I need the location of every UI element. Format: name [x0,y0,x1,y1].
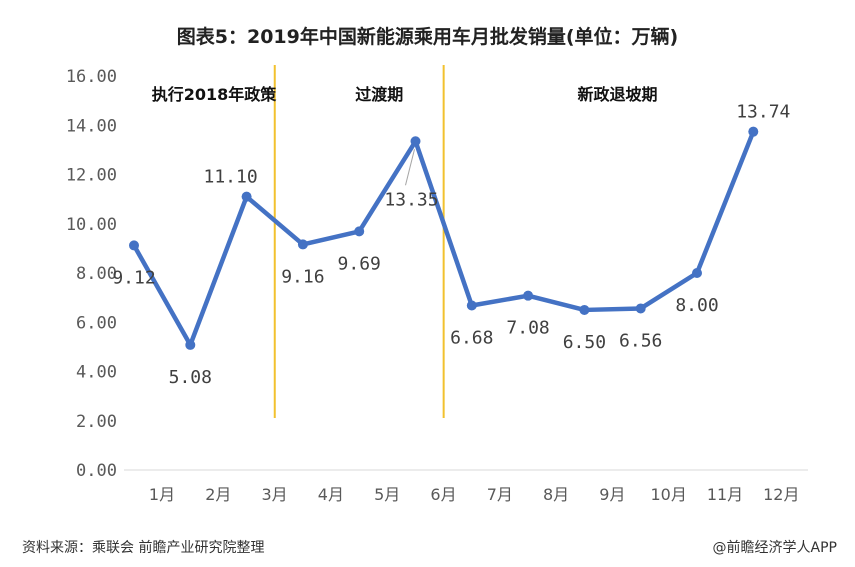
phase-label: 执行2018年政策 [152,85,278,104]
data-point [354,226,365,237]
x-tick-label: 3月 [262,485,288,504]
x-tick-label: 10月 [651,485,687,504]
data-point [410,136,421,147]
y-tick-label: 4.00 [76,363,117,383]
x-tick-label: 12月 [763,485,799,504]
data-label: 9.16 [281,266,324,287]
source-note: 资料来源：乘联会 前瞻产业研究院整理 [22,540,265,556]
y-tick-label: 6.00 [76,313,117,333]
y-tick-label: 2.00 [76,412,117,432]
x-tick-label: 2月 [205,485,231,504]
data-point [185,339,196,350]
y-tick-label: 8.00 [76,264,117,284]
data-point [466,300,477,311]
data-point [635,303,646,314]
label-leader-line [405,149,415,186]
data-label: 6.56 [619,330,662,351]
credit-note: @前瞻经济学人APP [712,540,837,556]
y-tick-label: 12.00 [66,166,117,186]
data-label: 8.00 [675,295,718,316]
data-label: 7.08 [506,318,549,339]
data-label: 6.68 [450,328,493,349]
data-point [748,126,759,137]
x-tick-label: 1月 [149,485,175,504]
data-label: 11.10 [204,167,258,188]
data-label: 9.12 [112,267,155,288]
x-tick-label: 9月 [599,485,625,504]
data-point [692,268,702,278]
x-tick-label: 8月 [543,485,569,504]
series-line [131,129,756,348]
data-label: 6.50 [563,332,606,353]
data-point [241,191,252,202]
phase-label: 过渡期 [355,85,403,104]
data-label: 13.35 [384,189,438,210]
data-label: 5.08 [169,367,212,388]
line-chart: 0.00 2.00 4.00 6.00 8.00 10.00 12.00 14.00 16.00… [66,65,808,504]
x-tick-label: 4月 [318,485,344,504]
y-tick-label: 0.00 [76,461,117,481]
data-point [523,290,534,301]
y-tick-label: 16.00 [66,67,117,87]
y-tick-label: 10.00 [66,215,117,235]
x-tick-label: 11月 [707,485,743,504]
data-point [129,240,139,251]
y-tick-label: 14.00 [66,116,117,136]
data-point [297,239,308,250]
chart-title: 图表5：2019年中国新能源乘用车月批发销量(单位：万辆) [176,26,679,48]
data-label: 9.69 [338,253,381,274]
data-label: 13.74 [736,102,790,123]
x-tick-label: 5月 [374,485,400,504]
phase-label: 新政退坡期 [578,85,658,104]
x-tick-label: 7月 [487,485,513,504]
data-point [579,304,590,315]
x-tick-label: 6月 [430,485,456,504]
